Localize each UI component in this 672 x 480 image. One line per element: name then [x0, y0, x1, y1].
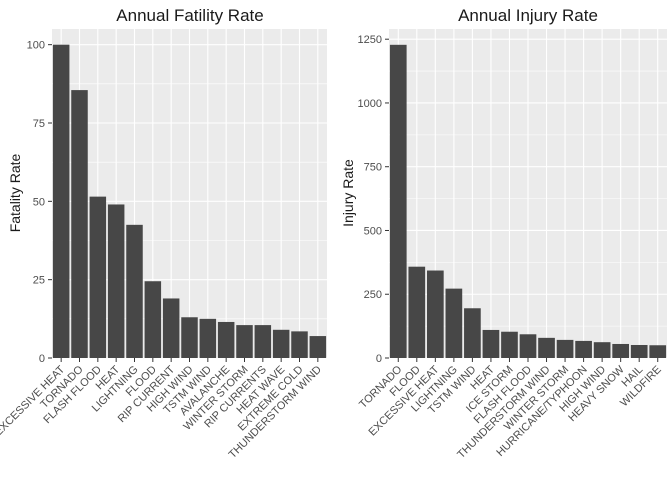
bar — [52, 44, 70, 359]
bar — [107, 204, 125, 358]
bar — [126, 224, 143, 358]
y-tick-label: 50 — [33, 196, 45, 208]
y-tick-label: 1250 — [358, 34, 382, 46]
bar — [389, 44, 407, 358]
y-tick-label: 0 — [376, 353, 382, 365]
bar — [89, 196, 107, 358]
y-axis-label: Injury Rate — [340, 159, 356, 227]
bar — [445, 288, 463, 358]
chart-title: Annual Injury Rate — [458, 6, 598, 25]
bar — [519, 334, 537, 358]
bar — [649, 345, 667, 358]
bar — [254, 325, 272, 358]
bar — [236, 325, 253, 358]
y-tick-label: 1000 — [358, 98, 382, 110]
y-axis-label: Fatality Rate — [7, 153, 23, 232]
bar — [593, 342, 611, 358]
y-tick-label: 25 — [33, 275, 45, 287]
bar — [630, 344, 648, 358]
bar — [575, 340, 592, 358]
bar — [217, 321, 235, 358]
bar — [612, 343, 630, 358]
bar — [181, 317, 198, 358]
y-tick-label: 750 — [364, 162, 382, 174]
bar — [199, 318, 217, 358]
y-tick-label: 75 — [33, 118, 45, 130]
bar — [408, 266, 426, 358]
bar — [144, 281, 162, 358]
bar — [426, 270, 444, 358]
y-tick-label: 500 — [364, 225, 382, 237]
bar — [556, 339, 574, 358]
chart-title: Annual Fatility Rate — [116, 6, 263, 25]
bar — [272, 329, 290, 358]
bar — [501, 331, 518, 358]
bar — [464, 308, 481, 358]
bar — [309, 336, 327, 358]
bar — [291, 331, 308, 358]
y-tick-label: 0 — [39, 353, 45, 365]
bar — [71, 90, 88, 358]
y-tick-label: 250 — [364, 289, 382, 301]
bar — [482, 329, 500, 358]
y-tick-label: 100 — [27, 40, 45, 52]
bar — [538, 337, 555, 358]
chart-panel-2: 025050075010001250TORNADOFLOODEXCESSIVE … — [340, 6, 667, 461]
bar — [162, 298, 180, 358]
